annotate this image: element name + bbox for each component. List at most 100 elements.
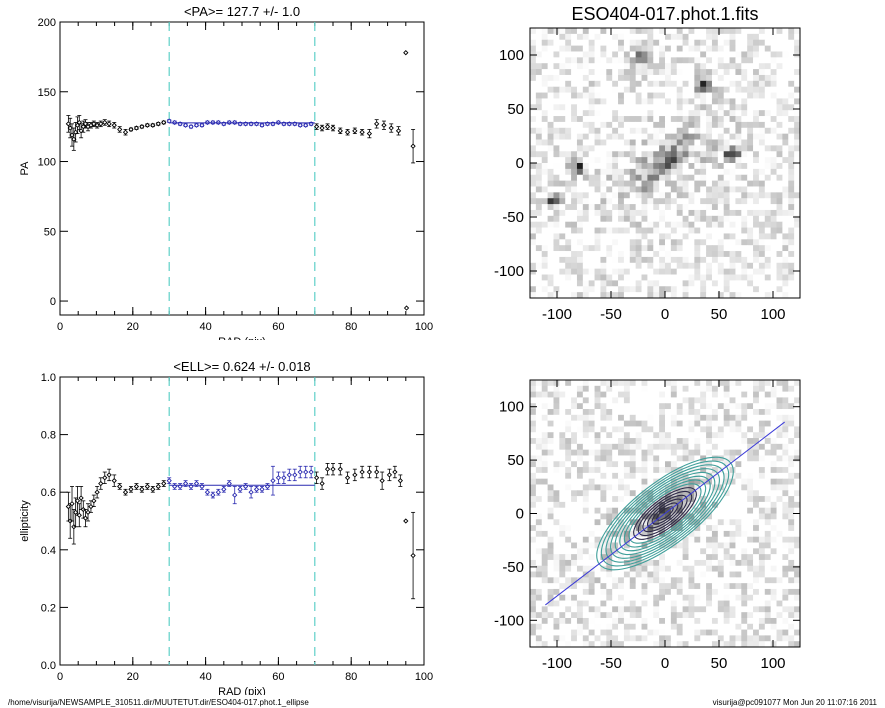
data-point xyxy=(82,515,89,521)
data-point xyxy=(91,498,97,504)
data-point xyxy=(281,475,287,481)
data-point xyxy=(381,122,387,128)
data-point xyxy=(193,122,200,128)
x-tick-label: 100 xyxy=(760,655,785,672)
data-point xyxy=(67,125,73,131)
data-point xyxy=(139,486,145,492)
y-tick-label: 100 xyxy=(499,399,524,416)
x-tick-label: -50 xyxy=(600,655,622,672)
data-point xyxy=(319,480,325,487)
footer-path: /home/visurija/NEWSAMPLE_310511.dir/MUUT… xyxy=(8,698,309,707)
data-point xyxy=(292,472,298,478)
data-point xyxy=(286,472,292,478)
x-tick-label: 60 xyxy=(272,671,284,683)
plot-title: <PA>= 127.7 +/- 1.0 xyxy=(184,4,300,19)
y-tick-label: 0.8 xyxy=(41,430,56,442)
data-point xyxy=(259,122,265,128)
y-tick-label: 200 xyxy=(38,17,56,29)
x-tick-label: 50 xyxy=(711,655,728,672)
data-point xyxy=(397,478,403,484)
data-point xyxy=(155,483,161,490)
data-point xyxy=(297,469,303,475)
data-point xyxy=(139,124,145,130)
data-point xyxy=(161,480,167,487)
x-tick-label: 60 xyxy=(272,321,284,333)
x-tick-label: -100 xyxy=(542,655,572,672)
data-point xyxy=(308,469,314,475)
x-tick-label: -50 xyxy=(600,306,622,323)
x-axis-label: RAD (pix) xyxy=(218,686,266,695)
data-point xyxy=(392,469,398,475)
y-tick-label: 50 xyxy=(507,101,524,118)
image-title: ESO404-017.phot.1.fits xyxy=(571,4,758,24)
x-tick-label: 0 xyxy=(661,306,669,323)
data-point xyxy=(155,121,161,127)
y-tick-label: -50 xyxy=(502,559,524,576)
y-tick-label: 0 xyxy=(50,296,56,308)
data-point xyxy=(111,122,117,128)
data-point xyxy=(248,489,254,495)
data-point xyxy=(275,475,282,481)
x-tick-label: 20 xyxy=(127,671,139,683)
data-point xyxy=(98,480,104,487)
data-point xyxy=(359,129,365,135)
data-point xyxy=(188,124,194,130)
data-point xyxy=(388,125,394,131)
data-point xyxy=(403,518,409,524)
data-point xyxy=(297,122,303,128)
data-point xyxy=(102,475,108,481)
x-tick-label: 100 xyxy=(415,671,433,683)
y-tick-label: 100 xyxy=(499,47,524,64)
x-tick-label: 80 xyxy=(345,321,357,333)
x-tick-label: 20 xyxy=(127,321,139,333)
data-point xyxy=(303,122,309,128)
y-tick-label: -100 xyxy=(494,612,524,629)
data-point xyxy=(344,129,351,135)
data-point xyxy=(106,121,112,127)
y-tick-label: 1.0 xyxy=(41,372,56,384)
data-point xyxy=(144,483,150,490)
x-tick-label: 100 xyxy=(415,321,433,333)
data-point xyxy=(117,126,123,133)
data-point xyxy=(253,486,260,492)
x-tick-label: 40 xyxy=(199,321,211,333)
data-point xyxy=(330,466,336,472)
plot-frame xyxy=(59,376,425,666)
data-point xyxy=(102,119,108,126)
y-tick-label: -50 xyxy=(502,209,524,226)
data-point xyxy=(403,50,409,56)
galaxy-contour-plot: -100 -50 0 50 100 -100 -50 0 50 100 xyxy=(494,379,801,672)
data-point xyxy=(374,121,380,127)
data-point xyxy=(313,124,320,130)
data-point xyxy=(237,486,243,492)
data-point xyxy=(303,469,309,475)
pa-profile-plot: <PA>= 127.7 +/- 1.0 RAD (pix) PA 0 20 40 60 80 1… xyxy=(19,4,433,340)
data-point xyxy=(91,121,97,127)
galaxy-image-plot: ESO404-017.phot.1.fits -100 -50 0 50 100 -100 -… xyxy=(494,4,801,323)
y-tick-label: 0 xyxy=(516,506,524,523)
data-point xyxy=(94,489,100,495)
y-tick-label: 0 xyxy=(516,155,524,172)
data-point xyxy=(150,122,156,128)
data-point xyxy=(166,478,172,484)
data-point xyxy=(352,128,358,134)
plot-frame xyxy=(59,21,425,316)
pixel-grid xyxy=(530,28,801,299)
data-point xyxy=(210,492,216,498)
data-point xyxy=(117,483,123,490)
major-axis-line xyxy=(545,421,785,606)
data-point xyxy=(386,472,393,478)
data-point xyxy=(344,475,351,481)
pixel-grid xyxy=(530,380,801,648)
x-tick-label: 80 xyxy=(345,671,357,683)
data-point xyxy=(150,486,156,492)
footer-timestamp: visurija@pc091077 Mon Jun 20 11:07:16 20… xyxy=(712,698,877,707)
data-point xyxy=(69,501,75,507)
data-point xyxy=(270,478,276,484)
data-point xyxy=(161,119,167,126)
data-point xyxy=(69,132,75,138)
data-point xyxy=(78,495,84,501)
data-point xyxy=(374,469,380,475)
data-point xyxy=(111,478,117,484)
